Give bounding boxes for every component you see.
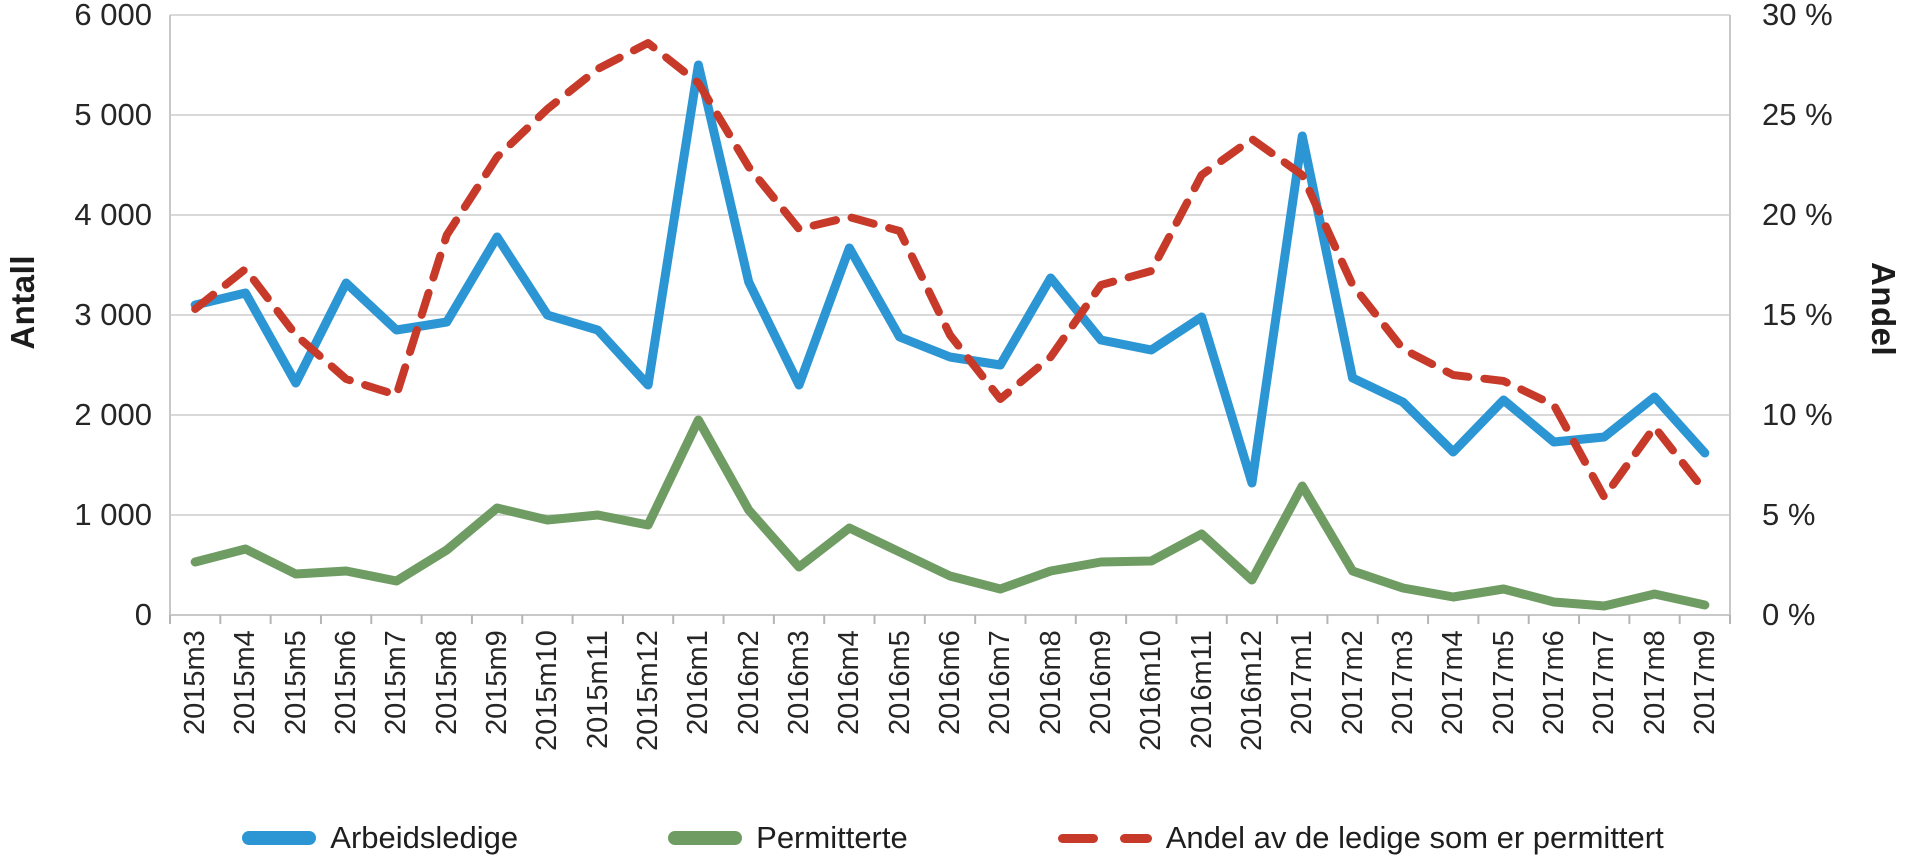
right-axis-tick-label: 15 % [1762,297,1833,332]
x-axis-tick-label: 2016m5 [883,630,916,735]
x-axis-tick-label: 2015m5 [279,630,312,735]
permitterte-line-swatch [668,831,743,845]
right-axis-tick-label: 25 % [1762,97,1833,132]
legend: Arbeidsledige Permitterte Andel av de le… [0,812,1906,864]
x-axis-tick-label: 2016m1 [682,630,715,735]
x-axis-tick-label: 2015m7 [380,630,413,735]
left-axis-tick-label: 2 000 [74,397,152,432]
x-axis-tick-label: 2016m6 [934,630,966,735]
left-axis-tick-label: 3 000 [74,297,152,332]
x-axis-tick-label: 2016m9 [1084,630,1117,735]
arbeidsledige-line-swatch [242,831,317,845]
x-axis-tick-label: 2017m8 [1638,630,1671,735]
permitterte-line [190,415,1710,611]
x-axis-tick-label: 2015m8 [430,630,463,735]
left-axis-title: Antall [4,255,41,350]
left-axis-tick-label: 5 000 [74,97,152,132]
x-axis-tick-label: 2017m5 [1487,630,1520,735]
right-axis-tick-label: 5 % [1762,497,1816,532]
legend-item-arbeidsledige: Arbeidsledige [242,820,518,856]
left-axis-tick-label: 0 [134,597,152,632]
x-axis-tick-label: 2016m11 [1185,630,1218,749]
andel-line [191,39,1709,501]
x-axis-tick-label: 2016m7 [984,630,1017,735]
right-axis-tick-label: 10 % [1762,397,1833,432]
x-axis-tick-label: 2017m7 [1588,630,1621,735]
legend-label-andel: Andel av de ledige som er permittert [1165,820,1664,855]
legend-label-permitterte: Permitterte [756,820,908,855]
right-axis-tick-label: 30 % [1762,0,1833,32]
x-axis-tick-label: 2016m3 [783,630,816,735]
x-axis-tick-label: 2016m10 [1135,630,1168,751]
legend-item-andel: Andel av de ledige som er permittert [1057,820,1664,856]
x-axis-tick-label: 2016m2 [732,630,765,735]
x-axis-tick-label: 2015m12 [632,630,665,751]
andel-dashed-line-swatch [1057,833,1152,843]
x-axis-tick-label: 2017m1 [1286,630,1319,735]
plot-area [169,14,1731,624]
right-axis-title: Andel [1865,262,1902,357]
legend-item-permitterte: Permitterte [668,820,908,856]
x-axis-tick-label: 2017m3 [1386,630,1419,735]
x-axis-tick-label: 2015m11 [581,630,614,749]
left-axis-tick-label: 6 000 [74,0,152,32]
x-axis-tick-label: 2016m8 [1034,630,1067,735]
left-axis-tick-label: 1 000 [74,497,152,532]
x-axis-tick-label: 2016m4 [833,630,866,735]
x-axis-tick-label: 2017m2 [1336,630,1369,735]
x-axis-tick-label: 2015m6 [330,630,363,735]
x-axis-tick-label: 2015m10 [531,630,564,751]
x-axis-tick-label: 2017m6 [1537,630,1570,735]
right-axis-tick-label: 20 % [1762,197,1833,232]
left-axis-tick-label: 4 000 [74,197,152,232]
x-axis-tick-label: 2017m4 [1437,630,1470,735]
arbeidsledige-line [190,60,1710,488]
x-axis-tick-label: 2015m3 [179,630,212,735]
right-axis-tick-label: 0 % [1762,597,1816,632]
x-axis-tick-label: 2015m9 [481,630,514,735]
x-axis-tick-label: 2017m9 [1688,630,1721,735]
x-axis-tick-label: 2015m4 [229,630,262,735]
x-axis-tick-label: 2016m12 [1235,630,1268,751]
legend-label-arbeidsledige: Arbeidsledige [330,820,519,855]
